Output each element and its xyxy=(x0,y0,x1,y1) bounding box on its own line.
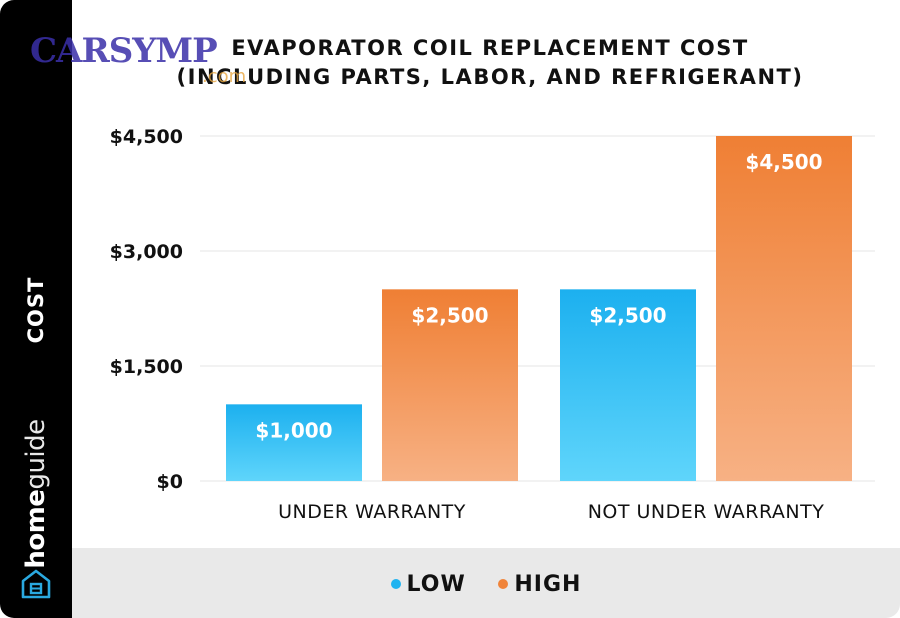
chart-title: EVAPORATOR COIL REPLACEMENT COST (INCLUD… xyxy=(150,34,830,92)
y-tick-label: $0 xyxy=(157,471,183,493)
data-label-low: $1,000 xyxy=(255,418,332,442)
data-label-high: $4,500 xyxy=(745,150,822,174)
legend-band: LOW HIGH xyxy=(72,548,900,618)
y-tick-label: $1,500 xyxy=(110,356,183,378)
x-axis-labels: UNDER WARRANTY NOT UNDER WARRANTY xyxy=(278,501,824,523)
data-label-high: $2,500 xyxy=(411,303,488,327)
data-labels: $1,000 $2,500 $2,500 $4,500 xyxy=(255,150,822,442)
legend-label-high: HIGH xyxy=(514,571,582,597)
x-category-label: NOT UNDER WARRANTY xyxy=(588,501,825,523)
legend-label-low: LOW xyxy=(406,571,466,597)
y-tick-label: $4,500 xyxy=(110,126,183,148)
chart-title-line-2: (INCLUDING PARTS, LABOR, AND REFRIGERANT… xyxy=(176,65,804,89)
bar-low xyxy=(560,289,696,481)
y-axis-ticks: $0 $1,500 $3,000 $4,500 xyxy=(110,126,183,493)
watermark-text: CARSYMP xyxy=(30,31,217,71)
legend-item-low: LOW xyxy=(390,571,466,597)
legend-dot-high xyxy=(498,579,509,589)
sidebar xyxy=(0,0,72,618)
x-category-label: UNDER WARRANTY xyxy=(278,501,466,523)
legend: LOW HIGH xyxy=(72,570,900,597)
y-tick-label: $3,000 xyxy=(110,241,183,263)
bar-high xyxy=(382,289,518,481)
bar-high xyxy=(716,136,852,481)
watermark-subtext: .com xyxy=(202,66,246,87)
chart-title-line-1: EVAPORATOR COIL REPLACEMENT COST xyxy=(231,36,749,60)
bars xyxy=(226,136,852,481)
legend-dot-low xyxy=(390,579,401,589)
data-label-low: $2,500 xyxy=(589,303,666,327)
home-icon xyxy=(21,569,51,599)
legend-item-high: HIGH xyxy=(498,572,581,597)
watermark-logo: CARSYMP .com xyxy=(30,31,246,87)
bar-low xyxy=(226,404,362,481)
